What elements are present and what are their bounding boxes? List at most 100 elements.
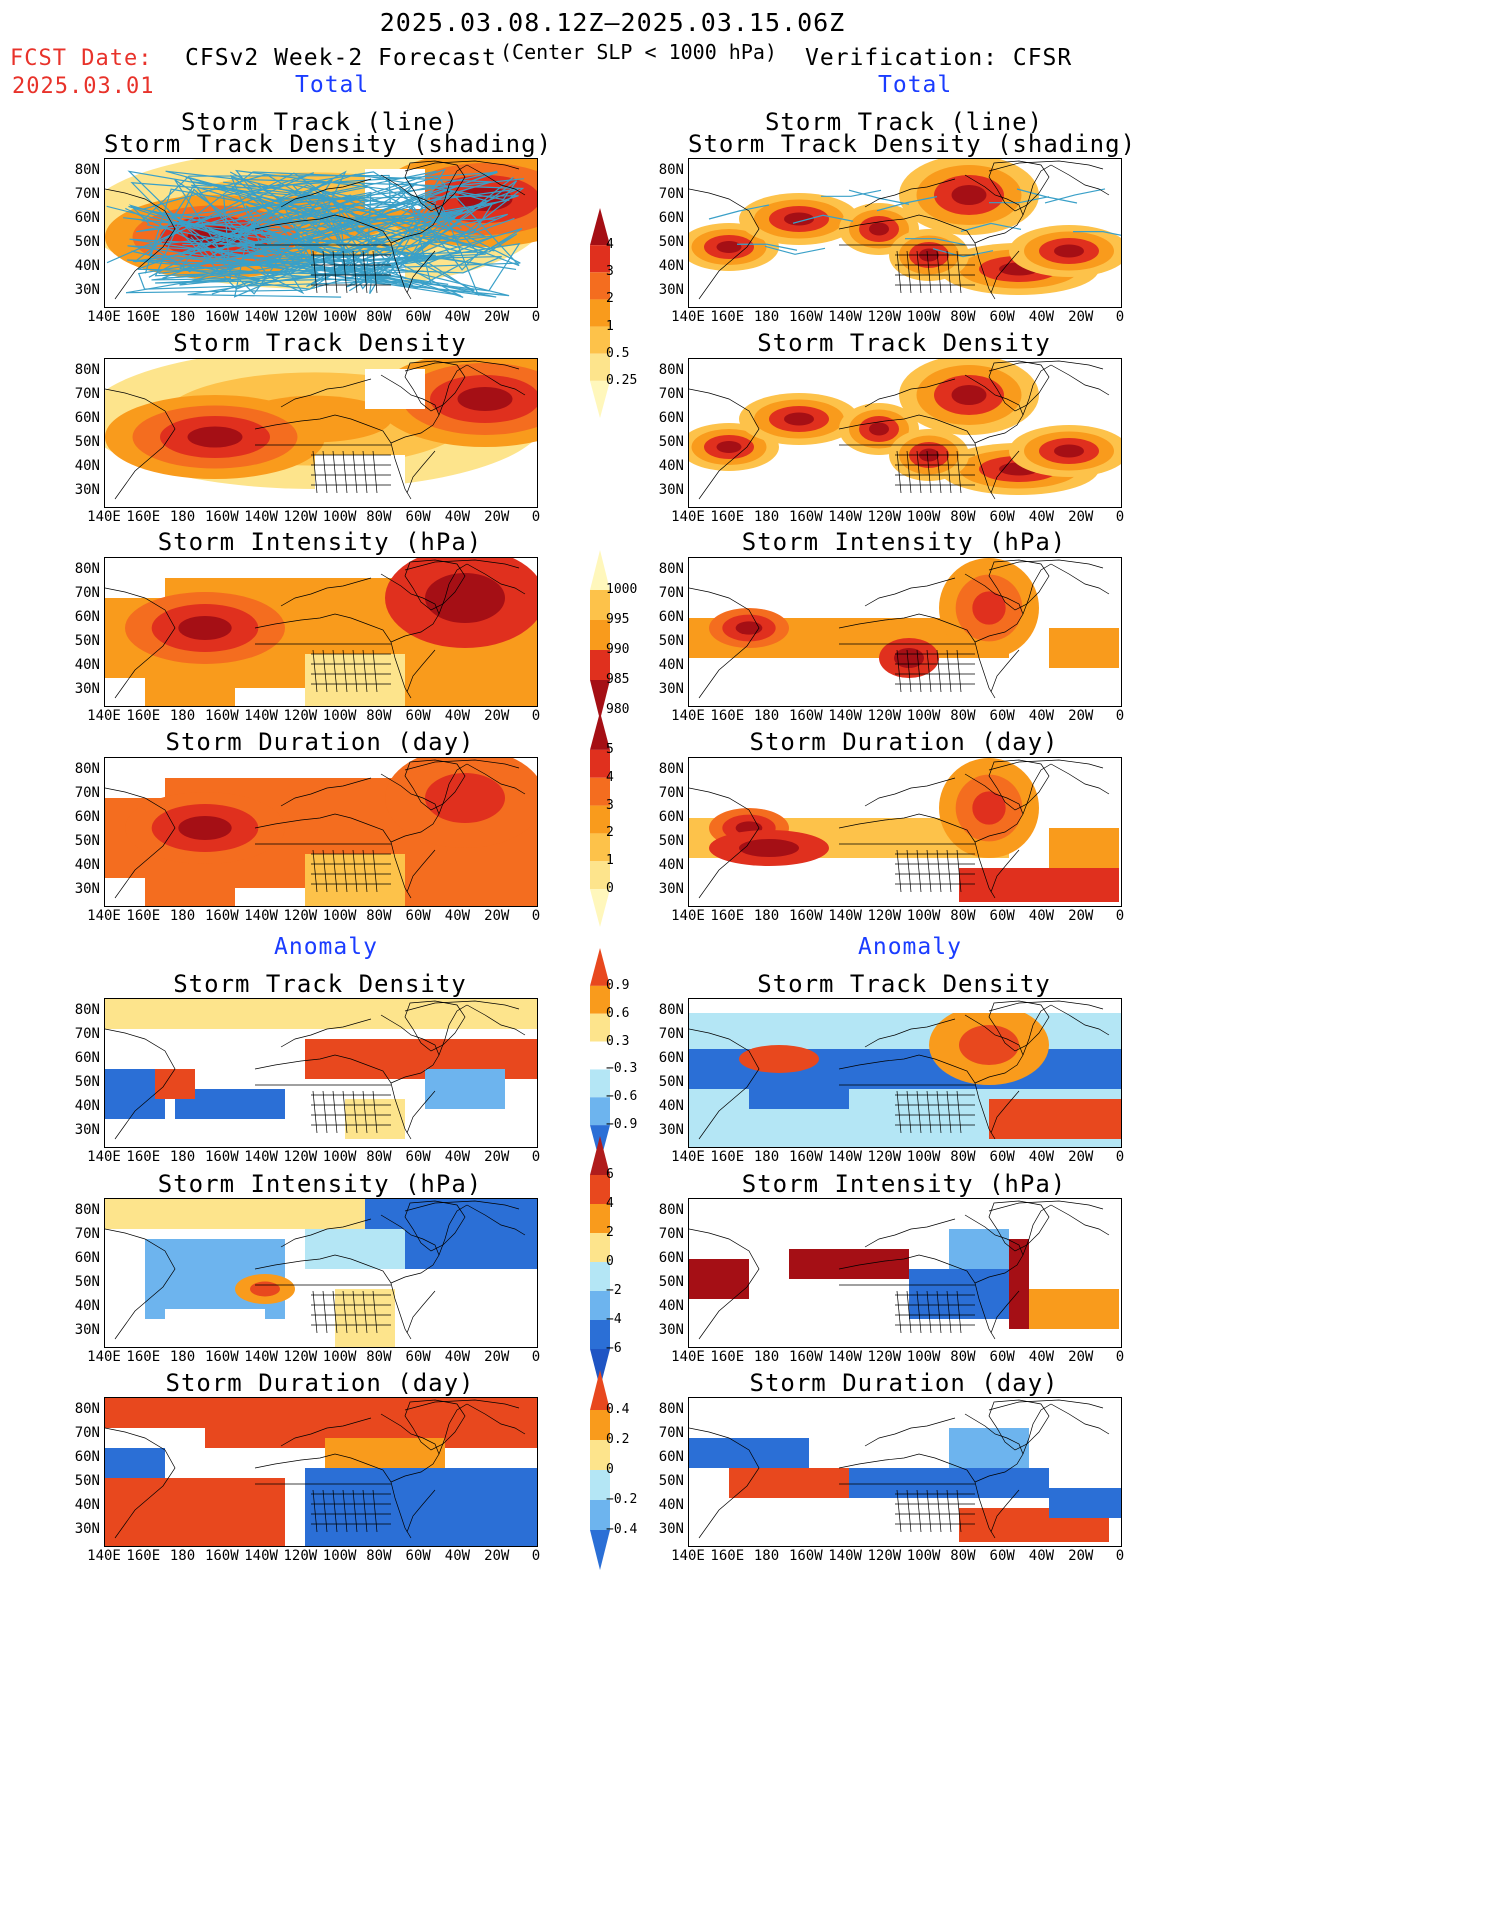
lon-label: 80W	[366, 1349, 391, 1365]
lat-label: 30N	[60, 1122, 100, 1138]
lon-label: 60W	[406, 1548, 431, 1564]
map-panel-adens-verification	[688, 998, 1122, 1148]
lat-label: 70N	[60, 1425, 100, 1441]
panel-title-intensity-anom-right: Storm Intensity (hPa)	[688, 1170, 1120, 1198]
panel-title-density-anom-right: Storm Track Density	[688, 970, 1120, 998]
colorbar-label: 0	[606, 1254, 614, 1269]
lon-label: 180	[170, 309, 195, 325]
map-svg	[105, 999, 537, 1147]
lat-label: 40N	[644, 258, 684, 274]
lon-label: 140W	[828, 908, 862, 924]
lon-label: 20W	[484, 1349, 509, 1365]
lon-label: 20W	[484, 1149, 509, 1165]
lon-label: 20W	[1068, 1149, 1093, 1165]
lat-label: 40N	[644, 1497, 684, 1513]
date-range-title: 2025.03.08.12Z—2025.03.15.06Z	[0, 8, 1225, 37]
lat-label: 80N	[644, 1002, 684, 1018]
lon-label: 20W	[1068, 1349, 1093, 1365]
lon-label: 40W	[445, 708, 470, 724]
lat-label: 30N	[60, 681, 100, 697]
lon-label: 140W	[828, 1548, 862, 1564]
lat-label: 40N	[60, 1098, 100, 1114]
lon-label: 80W	[950, 708, 975, 724]
lon-label: 40W	[445, 309, 470, 325]
lon-label: 160W	[789, 309, 823, 325]
lat-label: 50N	[644, 833, 684, 849]
lon-label: 140W	[244, 309, 278, 325]
total-label-right: Total	[878, 72, 952, 98]
lon-label: 80W	[366, 309, 391, 325]
lon-label: 60W	[990, 1349, 1015, 1365]
fcst-date: 2025.03.01	[12, 74, 154, 99]
lat-label: 60N	[60, 1050, 100, 1066]
lon-label: 160W	[205, 1548, 239, 1564]
left-column-title: CFSv2 Week-2 Forecast	[185, 45, 497, 71]
colorbar-label: −6	[606, 1341, 622, 1356]
lat-label: 30N	[60, 282, 100, 298]
lat-label: 60N	[60, 1250, 100, 1266]
lon-label: 100W	[907, 1548, 941, 1564]
lon-label: 140W	[828, 708, 862, 724]
lat-label: 80N	[60, 761, 100, 777]
lon-label: 0	[532, 708, 540, 724]
lon-label: 120W	[868, 1349, 902, 1365]
lon-label: 60W	[406, 1149, 431, 1165]
anomaly-label-left: Anomaly	[274, 934, 378, 960]
lon-label: 60W	[990, 708, 1015, 724]
colorbar-label: 2	[606, 825, 614, 840]
lon-label: 20W	[1068, 708, 1093, 724]
map-svg	[689, 359, 1121, 507]
lat-label: 50N	[60, 633, 100, 649]
lat-label: 40N	[644, 1098, 684, 1114]
lon-label: 140E	[87, 1548, 121, 1564]
lon-label: 140E	[671, 509, 705, 525]
lon-label: 80W	[950, 309, 975, 325]
lat-label: 70N	[644, 1425, 684, 1441]
lon-label: 80W	[366, 509, 391, 525]
lon-label: 160W	[789, 1349, 823, 1365]
map-panel-dens-verification	[688, 358, 1122, 508]
lon-label: 100W	[907, 1349, 941, 1365]
lon-label: 180	[170, 1349, 195, 1365]
lat-label: 70N	[644, 585, 684, 601]
lon-label: 140E	[671, 1548, 705, 1564]
lat-label: 80N	[644, 162, 684, 178]
lat-label: 70N	[644, 186, 684, 202]
map-svg	[689, 999, 1121, 1147]
lat-label: 60N	[644, 1449, 684, 1465]
lat-label: 70N	[644, 386, 684, 402]
lon-label: 160W	[789, 908, 823, 924]
map-panel-dur-forecast	[104, 757, 538, 907]
colorbar-label: 0.4	[606, 1402, 629, 1417]
lon-label: 120W	[284, 1149, 318, 1165]
lon-label: 20W	[484, 1548, 509, 1564]
lon-label: 120W	[868, 1149, 902, 1165]
colorbar-label: 0.3	[606, 1034, 629, 1049]
lon-label: 160E	[710, 309, 744, 325]
colorbar-label: −0.4	[606, 1522, 637, 1537]
colorbar-label: 0	[606, 1462, 614, 1477]
colorbar-label: 2	[606, 291, 614, 306]
colorbar-label: 4	[606, 237, 614, 252]
colorbar-label: 4	[606, 770, 614, 785]
lat-label: 80N	[60, 1002, 100, 1018]
lon-label: 140E	[671, 1149, 705, 1165]
map-svg	[689, 558, 1121, 706]
lon-label: 180	[754, 908, 779, 924]
colorbar-label: −0.3	[606, 1061, 637, 1076]
lon-label: 40W	[1029, 908, 1054, 924]
lon-label: 140W	[828, 1349, 862, 1365]
lat-label: 60N	[60, 410, 100, 426]
lon-label: 160E	[126, 1349, 160, 1365]
lat-label: 30N	[644, 681, 684, 697]
right-column-title: Verification: CFSR	[805, 45, 1072, 71]
map-svg	[689, 159, 1121, 307]
panel-title-intensity-left: Storm Intensity (hPa)	[104, 528, 536, 556]
lon-label: 160W	[205, 509, 239, 525]
lon-label: 160W	[789, 708, 823, 724]
lon-label: 100W	[323, 309, 357, 325]
colorbar-label: 0	[606, 881, 614, 896]
lat-label: 40N	[60, 258, 100, 274]
lat-label: 70N	[60, 386, 100, 402]
lon-label: 60W	[406, 309, 431, 325]
